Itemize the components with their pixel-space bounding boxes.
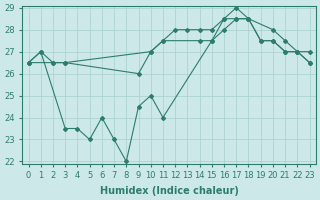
X-axis label: Humidex (Indice chaleur): Humidex (Indice chaleur) — [100, 186, 238, 196]
